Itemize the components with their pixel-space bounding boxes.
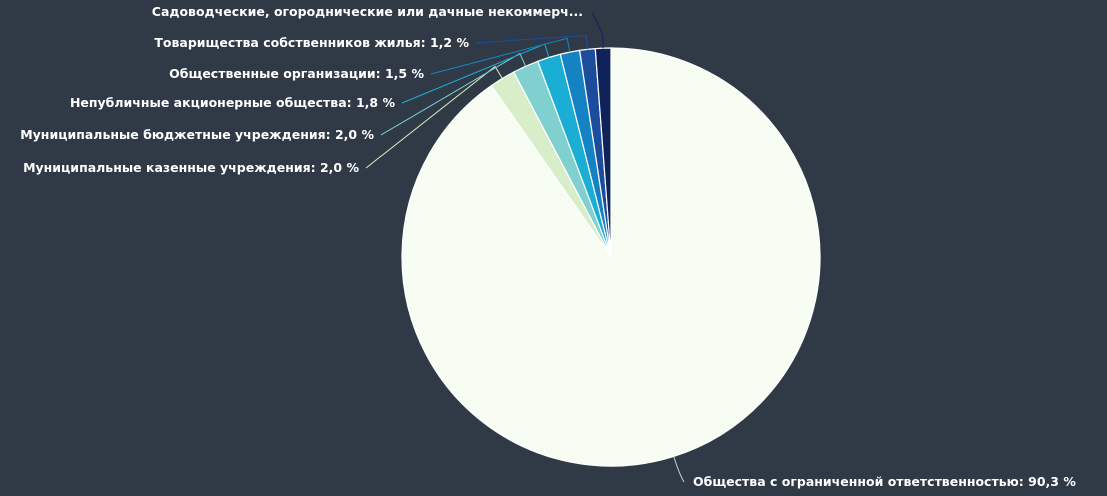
slice-label: Садоводческие, огороднические или дачные… bbox=[152, 4, 583, 19]
leader-lines bbox=[365, 11, 685, 483]
pie-slices bbox=[401, 47, 821, 467]
slice-label: Общества с ограниченной ответственностью… bbox=[693, 474, 1076, 489]
leader-line bbox=[475, 34, 588, 50]
leader-line bbox=[591, 11, 604, 49]
slice-label: Общественные организации: 1,5 % bbox=[169, 66, 424, 81]
slice-label: Муниципальные казенные учреждения: 2,0 % bbox=[23, 160, 359, 175]
slice-labels: Общества с ограниченной ответственностью… bbox=[20, 4, 1076, 489]
leader-line bbox=[365, 65, 503, 169]
leader-line bbox=[430, 37, 571, 75]
slice-label: Непубличные акционерные общества: 1,8 % bbox=[70, 95, 396, 110]
leader-line bbox=[380, 52, 527, 136]
slice-label: Муниципальные бюджетные учреждения: 2,0 … bbox=[20, 127, 374, 142]
slice-label: Товарищества собственников жилья: 1,2 % bbox=[154, 35, 469, 50]
pie-slice[interactable] bbox=[594, 47, 612, 258]
leader-line bbox=[673, 456, 685, 483]
